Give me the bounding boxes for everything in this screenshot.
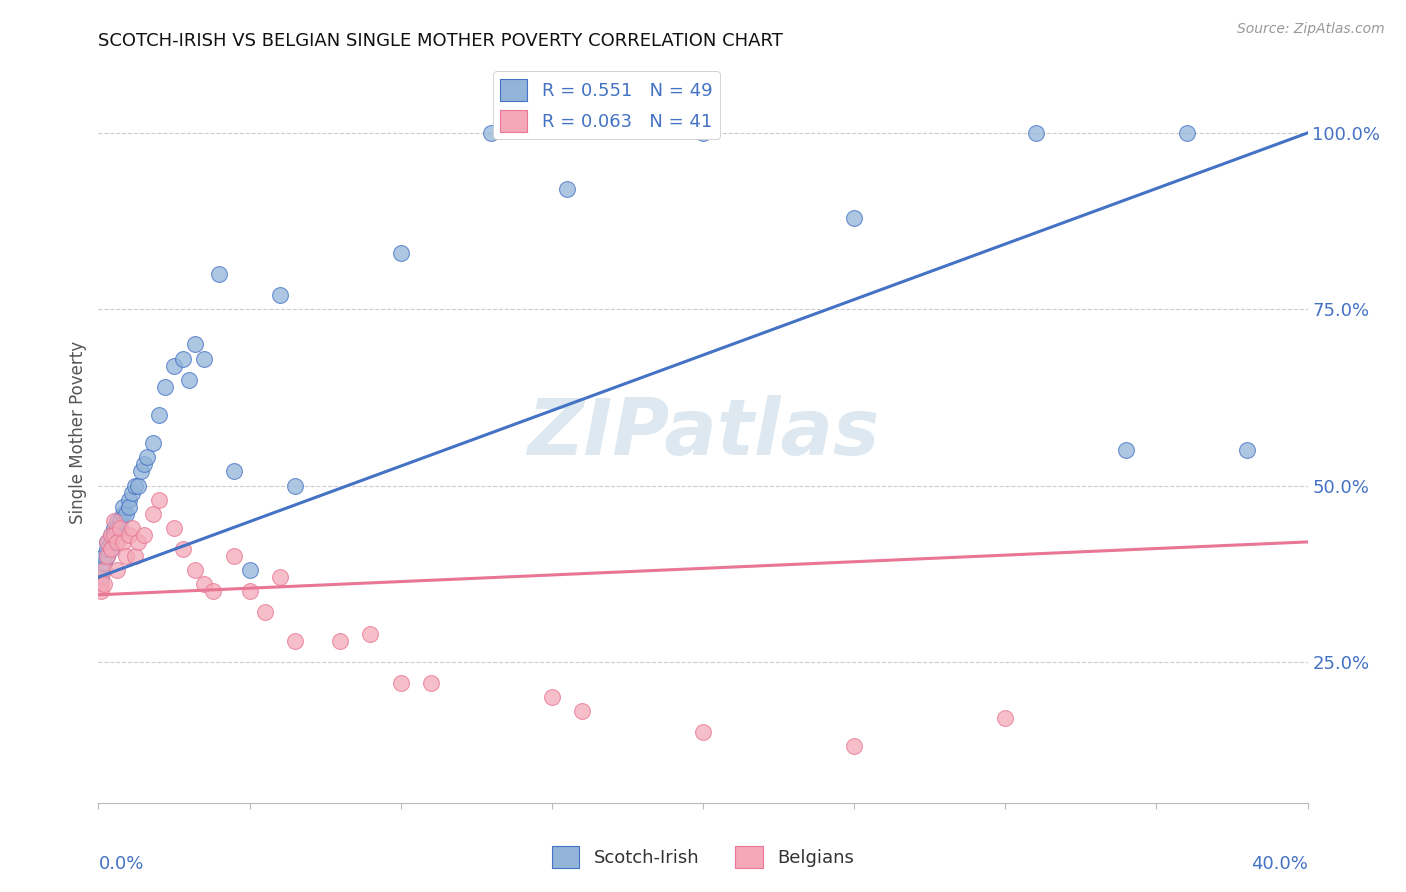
Point xyxy=(90,570,112,584)
Point xyxy=(108,521,131,535)
Point xyxy=(224,464,246,478)
Point xyxy=(108,514,131,528)
Point xyxy=(127,535,149,549)
Point xyxy=(100,528,122,542)
Point xyxy=(142,436,165,450)
Point xyxy=(90,584,112,599)
Point xyxy=(172,351,194,366)
Point xyxy=(96,549,118,563)
Point xyxy=(124,549,146,563)
Point xyxy=(389,676,412,690)
Point xyxy=(105,535,128,549)
Point xyxy=(193,577,215,591)
Legend: Scotch-Irish, Belgians: Scotch-Irish, Belgians xyxy=(546,838,860,875)
Point xyxy=(129,464,152,478)
Point xyxy=(103,521,125,535)
Point xyxy=(96,549,118,563)
Point xyxy=(193,351,215,366)
Point xyxy=(389,245,412,260)
Point xyxy=(1175,126,1198,140)
Point xyxy=(153,380,176,394)
Point xyxy=(100,535,122,549)
Point xyxy=(90,563,112,577)
Point xyxy=(96,535,118,549)
Text: Source: ZipAtlas.com: Source: ZipAtlas.com xyxy=(1237,22,1385,37)
Point xyxy=(269,288,291,302)
Point xyxy=(132,528,155,542)
Point xyxy=(224,549,246,563)
Point xyxy=(103,528,125,542)
Point xyxy=(124,478,146,492)
Point xyxy=(114,549,136,563)
Point xyxy=(90,577,112,591)
Point xyxy=(284,633,307,648)
Text: SCOTCH-IRISH VS BELGIAN SINGLE MOTHER POVERTY CORRELATION CHART: SCOTCH-IRISH VS BELGIAN SINGLE MOTHER PO… xyxy=(98,32,783,50)
Point xyxy=(329,633,352,648)
Text: 40.0%: 40.0% xyxy=(1251,855,1308,872)
Point xyxy=(93,577,115,591)
Point xyxy=(239,584,262,599)
Point xyxy=(96,535,118,549)
Point xyxy=(994,711,1017,725)
Point xyxy=(1115,443,1137,458)
Point xyxy=(111,535,134,549)
Point xyxy=(179,373,201,387)
Point xyxy=(105,521,128,535)
Point xyxy=(184,563,207,577)
Point xyxy=(540,690,562,704)
Point xyxy=(284,478,307,492)
Point xyxy=(184,337,207,351)
Point xyxy=(103,528,125,542)
Point xyxy=(481,126,503,140)
Point xyxy=(100,528,122,542)
Point xyxy=(1024,126,1046,140)
Point xyxy=(121,485,143,500)
Point xyxy=(172,541,194,556)
Point xyxy=(93,549,115,563)
Point xyxy=(100,541,122,556)
Point xyxy=(253,606,276,620)
Y-axis label: Single Mother Poverty: Single Mother Poverty xyxy=(69,341,87,524)
Point xyxy=(114,507,136,521)
Point xyxy=(93,563,115,577)
Point xyxy=(118,500,141,514)
Point xyxy=(132,458,155,472)
Point xyxy=(555,182,578,196)
Text: 0.0%: 0.0% xyxy=(98,855,143,872)
Point xyxy=(105,563,128,577)
Point xyxy=(93,556,115,570)
Point xyxy=(692,126,714,140)
Point xyxy=(239,563,262,577)
Point xyxy=(148,408,170,422)
Point xyxy=(844,739,866,754)
Point xyxy=(202,584,225,599)
Point xyxy=(163,521,186,535)
Point xyxy=(692,725,714,739)
Point xyxy=(142,507,165,521)
Point xyxy=(118,492,141,507)
Point xyxy=(135,450,157,465)
Point xyxy=(103,514,125,528)
Point xyxy=(571,704,593,718)
Point xyxy=(163,359,186,373)
Point xyxy=(360,626,382,640)
Point xyxy=(127,478,149,492)
Point xyxy=(148,492,170,507)
Point xyxy=(100,541,122,556)
Point xyxy=(111,507,134,521)
Point xyxy=(118,528,141,542)
Point xyxy=(108,521,131,535)
Text: ZIPatlas: ZIPatlas xyxy=(527,394,879,471)
Point xyxy=(420,676,443,690)
Point xyxy=(111,500,134,514)
Point xyxy=(269,570,291,584)
Point xyxy=(121,521,143,535)
Point xyxy=(844,211,866,225)
Point xyxy=(1236,443,1258,458)
Point xyxy=(105,514,128,528)
Point xyxy=(96,541,118,556)
Point xyxy=(208,267,231,281)
